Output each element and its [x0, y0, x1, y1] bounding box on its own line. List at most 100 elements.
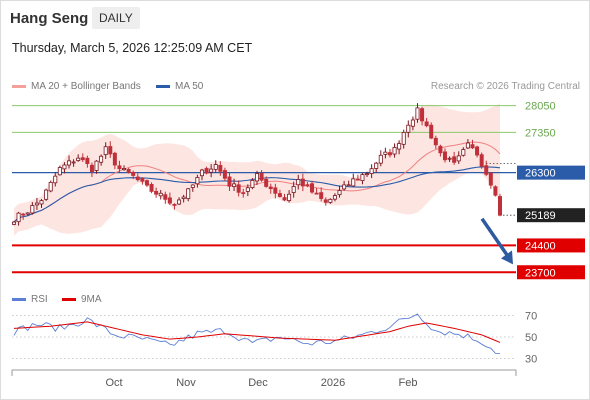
candle	[67, 155, 72, 169]
legend-swatch-rsi	[12, 297, 26, 301]
support-label-box	[517, 265, 585, 280]
candle-body	[209, 168, 214, 173]
candle	[369, 164, 374, 179]
candle-body	[337, 190, 342, 196]
candle-body	[456, 155, 461, 162]
candle	[34, 197, 39, 211]
candle-body	[48, 181, 53, 192]
last-price-box	[517, 208, 585, 223]
candle-body	[397, 143, 402, 150]
candle	[296, 174, 301, 190]
legend-label-ma50: MA 50	[175, 81, 204, 92]
candle-body	[442, 151, 447, 161]
candle	[447, 156, 452, 162]
resistance-label: 27350	[525, 127, 556, 139]
last-price-label: 25189	[525, 210, 556, 222]
time-tick-label: Dec	[248, 377, 268, 389]
candle	[126, 168, 131, 174]
candle	[241, 188, 246, 198]
candle-body	[410, 119, 415, 127]
candle	[227, 172, 232, 191]
forecast-arrow	[480, 217, 513, 265]
candle	[167, 192, 172, 205]
candle	[154, 187, 159, 198]
pivot-label-box	[517, 165, 585, 180]
candle	[222, 167, 227, 182]
candle-body	[282, 197, 287, 201]
candle	[204, 166, 209, 175]
candle	[213, 160, 218, 173]
rsi-9ma-line	[13, 321, 501, 343]
period-badge[interactable]: DAILY	[92, 7, 140, 29]
candle-body	[71, 161, 76, 164]
candle	[181, 194, 186, 203]
candle-body	[149, 184, 154, 192]
candle	[406, 120, 411, 138]
candle	[53, 172, 58, 187]
candle	[122, 165, 127, 171]
candle-body	[39, 200, 44, 205]
candle	[177, 197, 182, 206]
candle	[57, 165, 62, 176]
candle-body	[199, 169, 204, 177]
candle-body	[273, 187, 278, 194]
candle	[420, 106, 425, 126]
support-label: 23700	[525, 267, 556, 279]
legend-label-ma20: MA 20 + Bollinger Bands	[31, 81, 141, 92]
legend-item-rsi: RSI	[12, 294, 48, 305]
candle	[429, 122, 434, 140]
candle-body	[241, 192, 246, 195]
candle	[374, 161, 379, 173]
candle	[218, 161, 223, 176]
candle	[273, 183, 278, 199]
candle-body	[452, 156, 457, 163]
candle-body	[406, 124, 411, 133]
candle-body	[305, 184, 310, 187]
candle-body	[319, 192, 324, 199]
candle-body	[493, 186, 498, 196]
candle-body	[346, 184, 351, 187]
legend-swatch-ma20	[12, 84, 26, 88]
candle-body	[172, 203, 177, 206]
time-tick-label: 2026	[321, 377, 345, 389]
candle	[378, 150, 383, 167]
candle-body	[254, 173, 259, 182]
candle-body	[365, 173, 370, 176]
arrow-head	[501, 250, 513, 265]
candle-body	[332, 195, 337, 200]
candle-body	[378, 154, 383, 164]
legend-swatch-9ma	[62, 297, 76, 301]
candle-body	[112, 152, 117, 166]
candle-body	[140, 178, 145, 182]
candle-body	[429, 124, 434, 139]
candle-body	[438, 145, 443, 154]
candle-body	[461, 149, 466, 156]
candle-body	[67, 160, 72, 166]
candle	[360, 172, 365, 185]
candle-body	[342, 184, 347, 190]
timestamp: Thursday, March 5, 2026 12:25:09 AM CET	[12, 41, 253, 55]
candle	[236, 180, 241, 197]
candle	[39, 198, 44, 208]
candle	[328, 198, 333, 204]
bollinger-band-area	[14, 103, 500, 236]
candle	[365, 171, 370, 177]
candle-body	[268, 186, 273, 190]
header-bar: Hang Seng DAILY	[0, 0, 590, 34]
candle-body	[181, 196, 186, 199]
candle	[438, 144, 443, 157]
candle	[323, 197, 328, 206]
candle	[291, 181, 296, 198]
rsi-tick-label: 50	[525, 332, 537, 344]
candle-body	[167, 197, 172, 204]
candle-body	[131, 171, 136, 176]
candle	[209, 164, 214, 178]
candle	[149, 182, 154, 194]
candle	[44, 188, 49, 201]
candle	[355, 174, 360, 181]
time-tick-label: Oct	[105, 377, 122, 389]
candle-body	[213, 164, 218, 170]
candle	[433, 135, 438, 149]
legend-item-ma20: MA 20 + Bollinger Bands	[12, 81, 141, 92]
legend-swatch-ma50	[156, 84, 170, 88]
